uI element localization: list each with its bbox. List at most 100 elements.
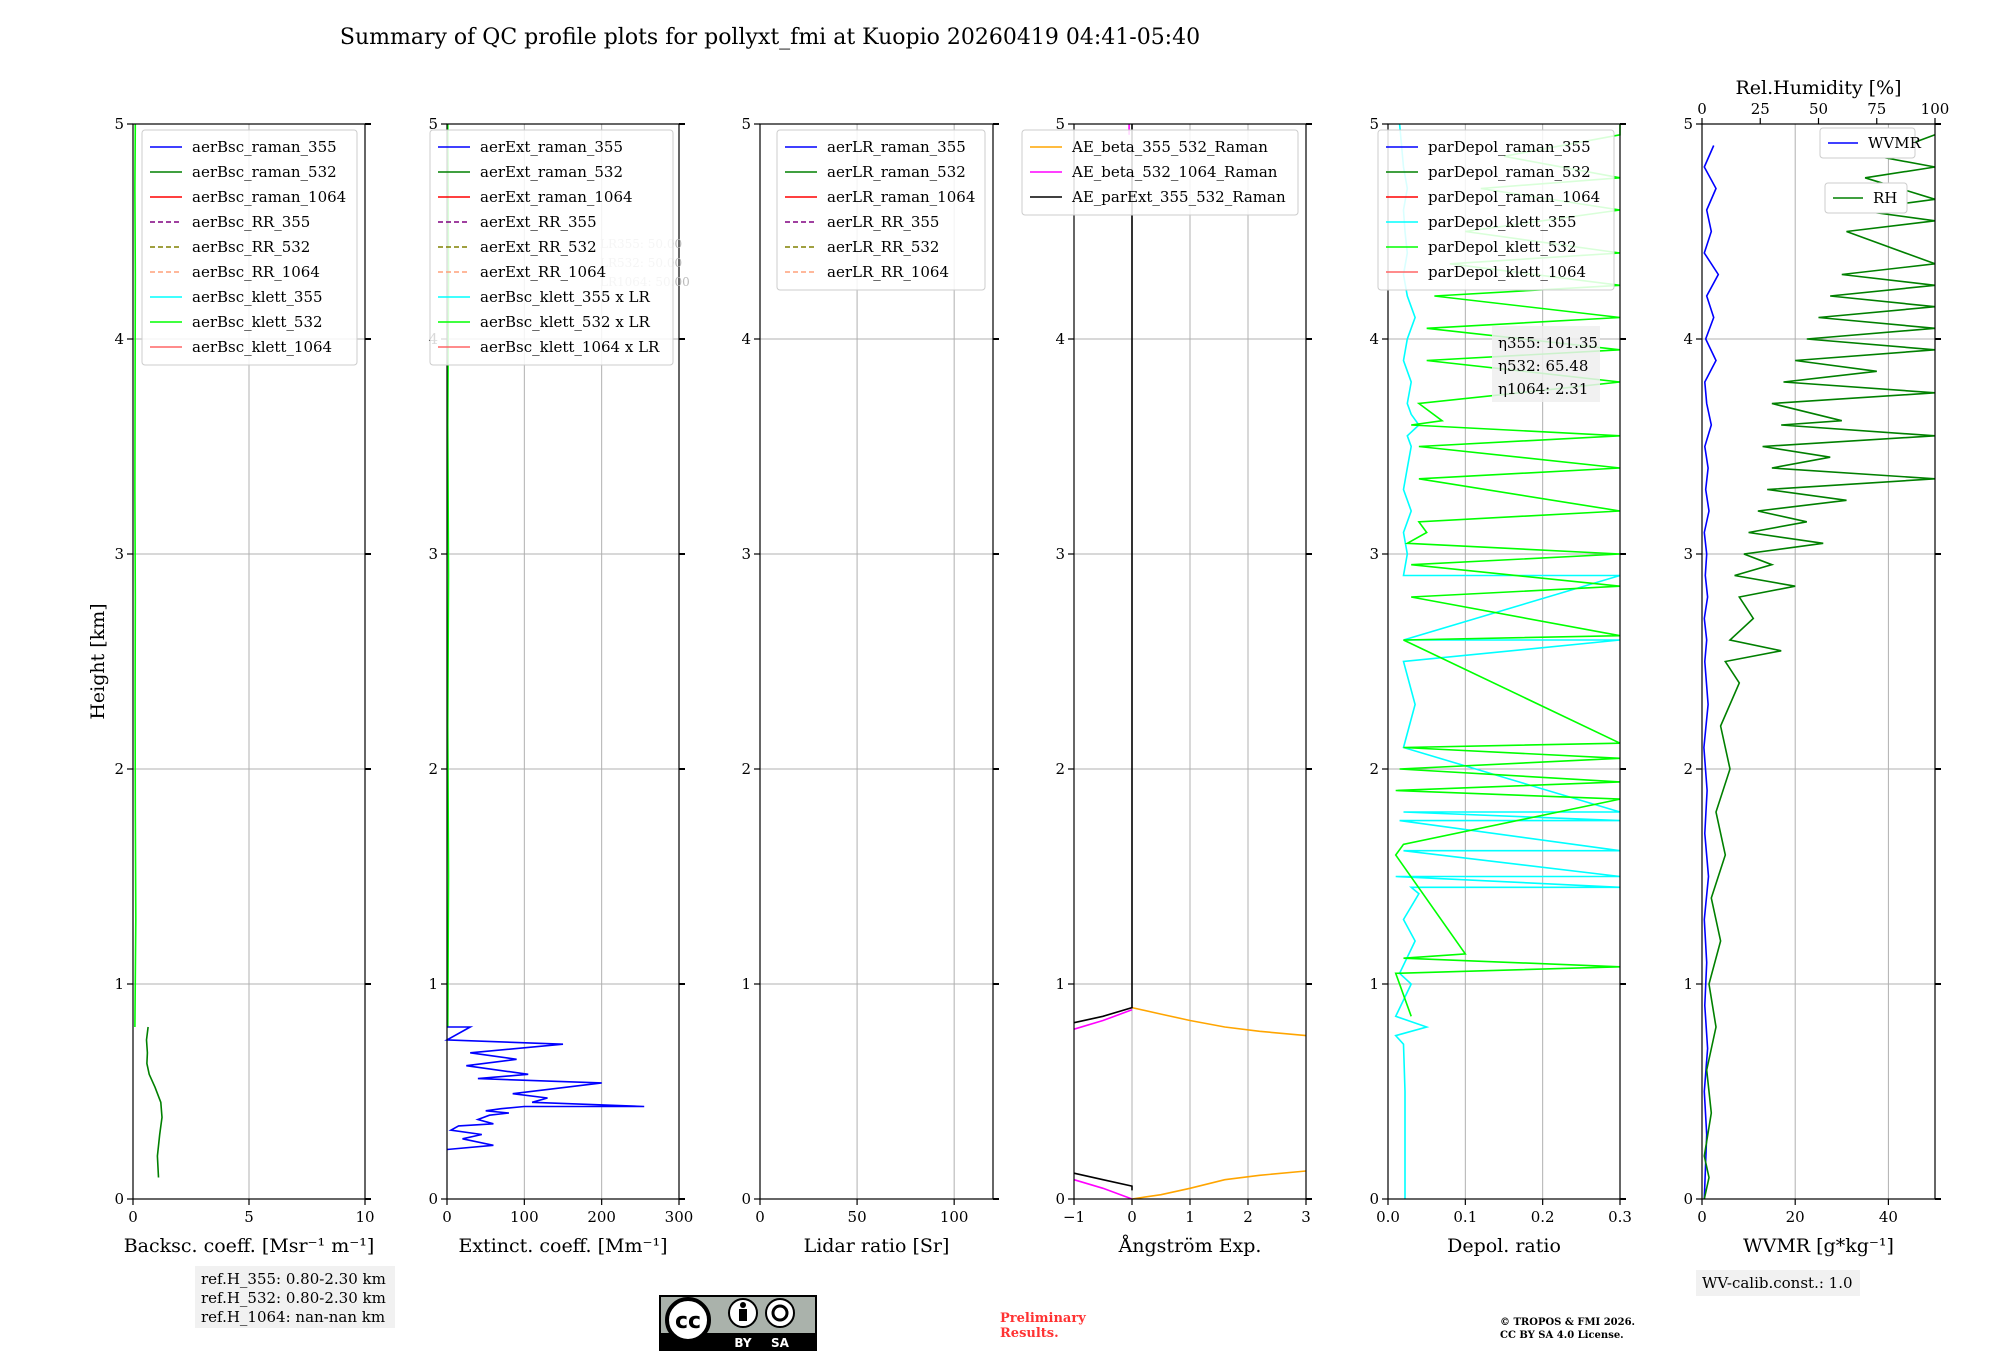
ytick-label: 3: [741, 545, 751, 563]
attribution-icon: [728, 1298, 758, 1328]
xtick-label: 0.2: [1531, 1208, 1555, 1226]
xlabel: Extinct. coeff. [Mm⁻¹]: [458, 1235, 667, 1257]
x2tick-label: 25: [1751, 100, 1770, 118]
legend-label: aerBsc_RR_1064: [192, 263, 320, 281]
eta-value: η1064: 2.31: [1498, 380, 1588, 398]
xlabel: WVMR [g*kg⁻¹]: [1743, 1235, 1894, 1257]
legend-label: AE_beta_355_532_Raman: [1071, 138, 1268, 156]
ytick-label: 0: [1055, 1190, 1065, 1208]
legend-box: [141, 129, 358, 366]
ytick-label: 5: [428, 115, 438, 133]
cc-by-label: BY: [734, 1336, 751, 1350]
ref-height-1064: ref.H_1064: nan-nan km: [201, 1308, 385, 1326]
xlabel: Lidar ratio [Sr]: [804, 1235, 950, 1257]
ytick-label: 2: [1369, 760, 1379, 778]
xtick-label: 100: [510, 1208, 539, 1226]
xtick-label: 0: [1697, 1208, 1707, 1226]
legend-label: parDepol_raman_1064: [1428, 188, 1600, 206]
legend-label: parDepol_klett_355: [1428, 213, 1577, 231]
legend-label: AE_parExt_355_532_Raman: [1071, 188, 1286, 206]
wv-calib-const: WV-calib.const.: 1.0: [1702, 1274, 1853, 1292]
series-rh: [1703, 134, 1936, 1200]
legend-label: parDepol_raman_532: [1428, 163, 1591, 181]
copyright-line-1: © TROPOS & FMI 2026.: [1500, 1317, 1635, 1328]
legend-label: aerExt_RR_1064: [480, 263, 606, 281]
ref-height-355: ref.H_355: 0.80-2.30 km: [201, 1270, 386, 1288]
share-alike-icon: [765, 1298, 795, 1328]
x2tick-label: 75: [1867, 100, 1886, 118]
eta-value: η355: 101.35: [1498, 334, 1598, 352]
legend-box: [1824, 182, 1908, 214]
xtick-label: 10: [355, 1208, 374, 1226]
eta-value: η532: 65.48: [1498, 357, 1588, 375]
legend-label: RH: [1873, 189, 1897, 207]
series-ae-parext-355-532-raman: [1073, 124, 1133, 1024]
legend-label: parDepol_klett_532: [1428, 238, 1577, 256]
xtick-label: 100: [940, 1208, 969, 1226]
ytick-label: 4: [741, 330, 751, 348]
legend-box: [1819, 127, 1916, 159]
figure-title: Summary of QC profile plots for pollyxt_…: [340, 25, 1200, 50]
series-ae-beta-355-532-raman: [1131, 1170, 1307, 1200]
legend-label: aerBsc_raman_532: [192, 163, 337, 181]
xtick-label: 50: [848, 1208, 867, 1226]
series-wvmr: [1703, 145, 1720, 1200]
copyright-line-2: CC BY SA 4.0 License.: [1500, 1330, 1624, 1341]
ytick-label: 5: [1369, 115, 1379, 133]
series-ae-beta-355-532-raman: [1131, 1006, 1307, 1037]
ytick-label: 4: [1369, 330, 1379, 348]
cc-sa-label: SA: [771, 1336, 790, 1350]
legend-label: aerBsc_klett_355: [192, 288, 323, 306]
xtick-label: 20: [1786, 1208, 1805, 1226]
x2tick-label: 100: [1921, 100, 1950, 118]
legend-label: aerLR_raman_532: [827, 163, 966, 181]
xtick-label: 200: [587, 1208, 616, 1226]
axes-frame: [1387, 123, 1621, 1200]
series-pardepol-klett-355: [1394, 123, 1621, 1199]
legend-label: aerLR_raman_1064: [827, 188, 975, 206]
ytick-label: 2: [114, 760, 124, 778]
xtick-label: 0.3: [1608, 1208, 1632, 1226]
xtick-label: 300: [665, 1208, 694, 1226]
ytick-label: 4: [114, 330, 124, 348]
series-aerbsc-klett-532: [134, 123, 137, 1028]
ytick-label: 1: [741, 975, 751, 993]
preliminary-line-1: Preliminary: [1000, 1311, 1086, 1326]
legend-box: [1021, 129, 1299, 216]
x2label: Rel.Humidity [%]: [1735, 77, 1901, 99]
wv-calib-box: WV-calib.const.: 1.0: [1696, 1270, 1860, 1296]
xtick-label: 0: [442, 1208, 452, 1226]
legend-label: aerBsc_klett_532 x LR: [480, 313, 651, 331]
legend-label: aerBsc_klett_355 x LR: [480, 288, 651, 306]
series-ae-parext-355-532-raman: [1073, 1172, 1133, 1191]
legend-label: WVMR: [1868, 134, 1922, 152]
legend-label: aerExt_RR_532: [480, 238, 597, 256]
ytick-label: 4: [1055, 330, 1065, 348]
legend-label: aerExt_raman_1064: [480, 188, 633, 206]
ytick-label: 5: [114, 115, 124, 133]
xtick-label: 0: [1127, 1208, 1137, 1226]
legend-label: aerBsc_RR_532: [192, 238, 310, 256]
ytick-label: 2: [1683, 760, 1693, 778]
axes-frame: [759, 123, 994, 1200]
cc-license-badge[interactable]: cc BY SA: [659, 1295, 817, 1351]
legend-label: aerBsc_klett_532: [192, 313, 323, 331]
cc-logo-text: cc: [675, 1309, 701, 1334]
series-ae-beta-532-1064-raman: [1073, 1009, 1133, 1030]
ytick-label: 4: [1683, 330, 1693, 348]
xtick-label: 0: [755, 1208, 765, 1226]
ytick-label: 3: [1683, 545, 1693, 563]
ytick-label: 0: [1369, 1190, 1379, 1208]
ytick-label: 2: [1055, 760, 1065, 778]
ytick-label: 0: [114, 1190, 124, 1208]
legend-label: aerLR_RR_355: [827, 213, 939, 231]
ytick-label: 3: [1055, 545, 1065, 563]
x2tick-label: 0: [1697, 100, 1707, 118]
series-aerbsc-raman-532: [145, 1026, 163, 1178]
ytick-label: 1: [428, 975, 438, 993]
xtick-label: 2: [1243, 1208, 1253, 1226]
xlabel: Depol. ratio: [1447, 1235, 1561, 1257]
